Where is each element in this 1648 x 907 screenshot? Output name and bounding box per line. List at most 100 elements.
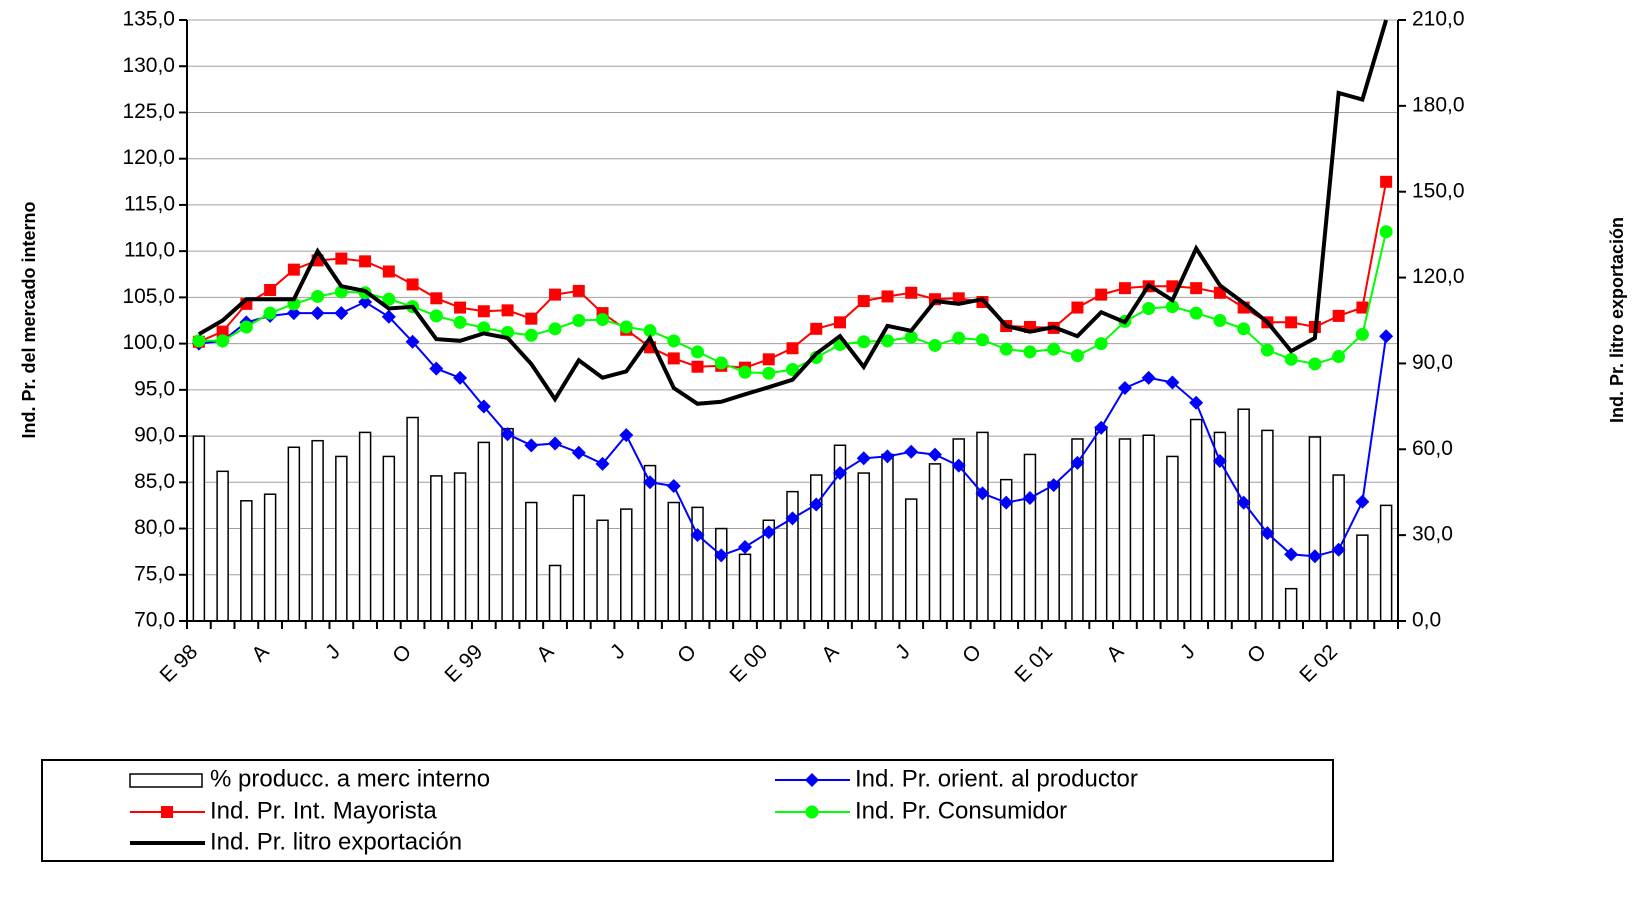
marker xyxy=(881,290,894,303)
marker xyxy=(1284,547,1299,562)
bar xyxy=(809,474,823,622)
bar xyxy=(1379,504,1393,622)
marker xyxy=(453,370,468,385)
marker xyxy=(264,283,277,296)
marker xyxy=(571,445,586,460)
bar xyxy=(1237,408,1250,622)
marker xyxy=(596,313,610,327)
bar xyxy=(857,472,870,622)
y-tick-label: 75,0 xyxy=(134,562,175,585)
bar xyxy=(1308,436,1322,622)
bar xyxy=(216,470,229,622)
marker xyxy=(549,288,562,301)
marker xyxy=(714,548,729,563)
marker xyxy=(476,399,491,414)
marker xyxy=(857,335,871,349)
bar xyxy=(572,494,586,622)
marker xyxy=(809,497,824,512)
marker xyxy=(525,312,538,325)
marker xyxy=(1332,309,1345,322)
marker xyxy=(477,321,491,335)
x-tick-label: O xyxy=(958,640,986,668)
x-tick-label: E 02 xyxy=(1295,640,1342,687)
marker xyxy=(287,263,300,276)
marker xyxy=(975,333,989,347)
bar xyxy=(881,453,894,622)
marker xyxy=(1070,455,1085,470)
x-tick-label: E 99 xyxy=(440,640,487,687)
y-tick-label: 135,0 xyxy=(122,8,175,31)
marker xyxy=(453,315,467,329)
grid xyxy=(187,19,1398,622)
marker xyxy=(690,528,705,543)
marker xyxy=(1237,322,1251,336)
y-tick-label: 105,0 xyxy=(122,285,175,308)
marker xyxy=(1070,349,1084,363)
legend: % producc. a merc interno Ind. Pr. orient… xyxy=(129,765,1138,855)
marker xyxy=(216,334,230,348)
x-tick-label: A xyxy=(247,640,273,666)
bar xyxy=(620,508,633,622)
y2-tick-label: 60,0 xyxy=(1412,437,1453,460)
bar xyxy=(501,427,514,622)
marker xyxy=(928,338,942,352)
marker xyxy=(1118,282,1131,295)
marker xyxy=(1307,549,1322,564)
marker xyxy=(429,361,444,376)
y-tick-label: 130,0 xyxy=(122,54,175,77)
marker xyxy=(1213,314,1227,327)
y2-tick-label: 30,0 xyxy=(1412,523,1453,546)
marker xyxy=(1355,494,1370,509)
bar xyxy=(335,455,348,622)
lines xyxy=(191,19,1394,564)
x-tick-label: A xyxy=(532,640,558,666)
marker xyxy=(335,252,348,265)
marker xyxy=(382,265,395,278)
marker xyxy=(999,495,1014,510)
marker xyxy=(239,320,253,334)
bar xyxy=(1023,453,1037,622)
marker xyxy=(999,342,1013,356)
legend-marker xyxy=(805,773,819,787)
marker xyxy=(880,334,894,348)
marker xyxy=(761,525,776,540)
marker xyxy=(1022,491,1037,506)
y2-axis-title: Ind. Pr. litro exportación xyxy=(1607,217,1627,423)
marker xyxy=(667,352,680,365)
marker xyxy=(786,363,799,377)
marker xyxy=(1071,301,1084,314)
marker xyxy=(691,345,705,359)
marker xyxy=(310,306,325,321)
bar xyxy=(430,475,443,622)
marker xyxy=(738,365,752,379)
y-tick-label: 120,0 xyxy=(122,146,175,169)
marker xyxy=(524,328,538,342)
y-tick-label: 100,0 xyxy=(122,331,175,354)
bar xyxy=(1142,434,1155,622)
legend-marker xyxy=(805,805,819,819)
legend-label: Ind. Pr. Int. Mayorista xyxy=(210,797,437,824)
marker xyxy=(1189,306,1203,320)
line xyxy=(197,19,1389,406)
marker xyxy=(904,444,919,459)
marker xyxy=(382,292,396,306)
marker xyxy=(857,295,870,308)
marker xyxy=(1212,454,1227,469)
marker xyxy=(524,438,539,453)
bar xyxy=(287,446,301,622)
marker xyxy=(880,449,895,464)
marker xyxy=(286,306,301,321)
bar xyxy=(525,501,538,622)
marker xyxy=(762,353,775,366)
bar xyxy=(263,493,277,622)
marker xyxy=(1189,395,1204,410)
marker xyxy=(643,324,657,338)
marker xyxy=(738,540,753,555)
x-tick-label: A xyxy=(817,640,843,666)
marker xyxy=(833,316,846,329)
marker xyxy=(216,325,229,338)
y-tick-label: 115,0 xyxy=(124,192,175,215)
bar xyxy=(477,441,491,622)
marker xyxy=(430,292,443,305)
marker xyxy=(1355,327,1369,341)
